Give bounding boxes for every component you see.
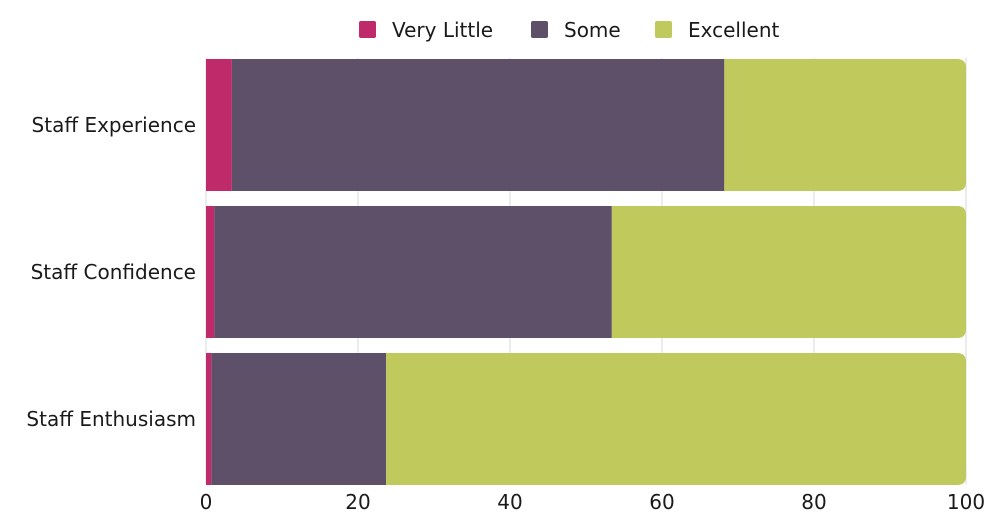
- bar-staff-experience-some: [231, 59, 725, 191]
- category-label: Staff Enthusiasm: [26, 407, 196, 431]
- x-tick-label: 0: [200, 490, 213, 514]
- bar-staff-confidence-very-little: [206, 206, 215, 338]
- bar-staff-experience-very-little: [206, 59, 232, 191]
- category-label: Staff Confidence: [31, 260, 196, 284]
- legend-label-excellent: Excellent: [688, 18, 780, 42]
- x-tick-label: 20: [345, 490, 370, 514]
- x-tick-label: 100: [947, 490, 985, 514]
- x-tick-label: 80: [801, 490, 826, 514]
- x-tick-label: 60: [649, 490, 674, 514]
- bar-staff-enthusiasm-very-little: [206, 353, 212, 485]
- legend-label-some: Some: [564, 18, 621, 42]
- bars: [206, 59, 966, 485]
- bar-staff-confidence-some: [214, 206, 612, 338]
- legend-label-very-little: Very Little: [392, 18, 493, 42]
- x-tick-label: 40: [497, 490, 522, 514]
- x-axis-ticks: 0 20 40 60 80 100: [200, 490, 985, 514]
- bar-staff-enthusiasm-excellent: [386, 353, 966, 485]
- legend: Very Little Some Excellent: [359, 18, 780, 42]
- category-label: Staff Experience: [32, 113, 196, 137]
- category-labels: Staff Experience Staff Confidence Staff En…: [26, 113, 196, 431]
- legend-swatch-excellent: [655, 21, 672, 38]
- legend-swatch-very-little: [359, 21, 376, 38]
- bar-staff-confidence-excellent: [611, 206, 966, 338]
- legend-swatch-some: [531, 21, 548, 38]
- bar-staff-enthusiasm-some: [211, 353, 387, 485]
- bar-staff-experience-excellent: [724, 59, 966, 191]
